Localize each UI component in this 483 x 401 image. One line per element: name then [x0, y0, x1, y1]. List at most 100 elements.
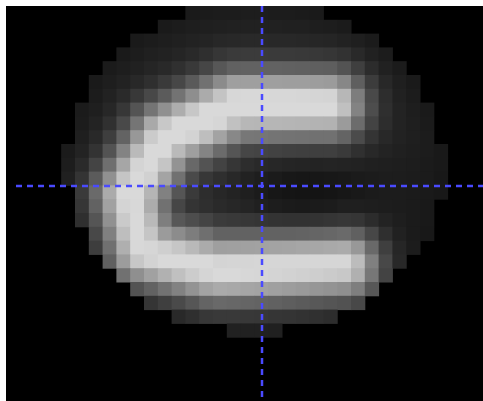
- pixel: [337, 61, 352, 76]
- pixel: [199, 144, 214, 159]
- pixel: [144, 102, 159, 117]
- pixel: [171, 268, 186, 283]
- pixel: [130, 144, 145, 159]
- pixel: [309, 157, 324, 173]
- pixel: [171, 47, 186, 62]
- pixel: [213, 226, 228, 242]
- pixel: [309, 295, 324, 311]
- pixel: [171, 171, 186, 186]
- pixel: [337, 268, 352, 283]
- pixel: [116, 254, 131, 269]
- pixel: [364, 199, 380, 214]
- pixel: [88, 130, 104, 145]
- pixel: [116, 102, 131, 117]
- pixel: [420, 213, 435, 228]
- pixel: [144, 88, 159, 104]
- pixel: [282, 309, 297, 324]
- pixel: [185, 213, 200, 228]
- pixel: [240, 75, 255, 90]
- pixel: [226, 33, 242, 48]
- pixel: [323, 254, 338, 269]
- pixel: [130, 33, 145, 48]
- pixel: [171, 130, 186, 145]
- pixel: [351, 268, 366, 283]
- pixel: [323, 19, 338, 35]
- pixel: [226, 199, 242, 214]
- pixel: [351, 213, 366, 228]
- pixel: [282, 213, 297, 228]
- pixel: [144, 213, 159, 228]
- pixel: [75, 213, 90, 228]
- pixel: [254, 240, 269, 255]
- pixel: [171, 144, 186, 159]
- pixel: [378, 185, 393, 200]
- pixel: [323, 144, 338, 159]
- pixel: [268, 282, 283, 297]
- pixel: [199, 33, 214, 48]
- pixel: [130, 226, 145, 242]
- pixel: [199, 116, 214, 131]
- pixel: [337, 226, 352, 242]
- pixel: [282, 130, 297, 145]
- pixel: [323, 268, 338, 283]
- pixel: [171, 102, 186, 117]
- pixel: [185, 130, 200, 145]
- pixel: [268, 199, 283, 214]
- pixel: [157, 282, 173, 297]
- pixel: [282, 102, 297, 117]
- pixel: [185, 19, 200, 35]
- pixel: [226, 309, 242, 324]
- pixel: [185, 295, 200, 311]
- pixel: [268, 102, 283, 117]
- pixel: [213, 240, 228, 255]
- pixel: [88, 75, 104, 90]
- pixel: [323, 309, 338, 324]
- pixel: [157, 295, 173, 311]
- pixel: [351, 116, 366, 131]
- pixel: [351, 282, 366, 297]
- pixel: [88, 226, 104, 242]
- pixel: [351, 75, 366, 90]
- pixel: [199, 47, 214, 62]
- pixel: [116, 75, 131, 90]
- pixel: [157, 130, 173, 145]
- pixel: [185, 171, 200, 186]
- pixel: [157, 19, 173, 35]
- pixel: [213, 185, 228, 200]
- pixel: [309, 47, 324, 62]
- pixel: [254, 130, 269, 145]
- pixel: [295, 33, 311, 48]
- pixel: [254, 295, 269, 311]
- pixel: [199, 171, 214, 186]
- pixel: [171, 254, 186, 269]
- pixel: [295, 199, 311, 214]
- pixel: [364, 75, 380, 90]
- pixel: [199, 268, 214, 283]
- pixel: [75, 102, 90, 117]
- pixel: [337, 254, 352, 269]
- pixel: [282, 171, 297, 186]
- pixel: [157, 254, 173, 269]
- pixel: [185, 185, 200, 200]
- pixel: [102, 130, 117, 145]
- pixel: [364, 144, 380, 159]
- pixel: [144, 61, 159, 76]
- pixel: [295, 295, 311, 311]
- pixel: [240, 323, 255, 338]
- pixel: [157, 88, 173, 104]
- pixel: [337, 282, 352, 297]
- pixel: [406, 144, 421, 159]
- pixel: [75, 199, 90, 214]
- pixel: [75, 116, 90, 131]
- pixel: [433, 185, 449, 200]
- pixel: [351, 226, 366, 242]
- pixel: [364, 226, 380, 242]
- pixel: [282, 33, 297, 48]
- pixel: [226, 295, 242, 311]
- pixel: [254, 19, 269, 35]
- pixel: [295, 102, 311, 117]
- pixel: [337, 47, 352, 62]
- pixel: [102, 102, 117, 117]
- pixel: [102, 157, 117, 173]
